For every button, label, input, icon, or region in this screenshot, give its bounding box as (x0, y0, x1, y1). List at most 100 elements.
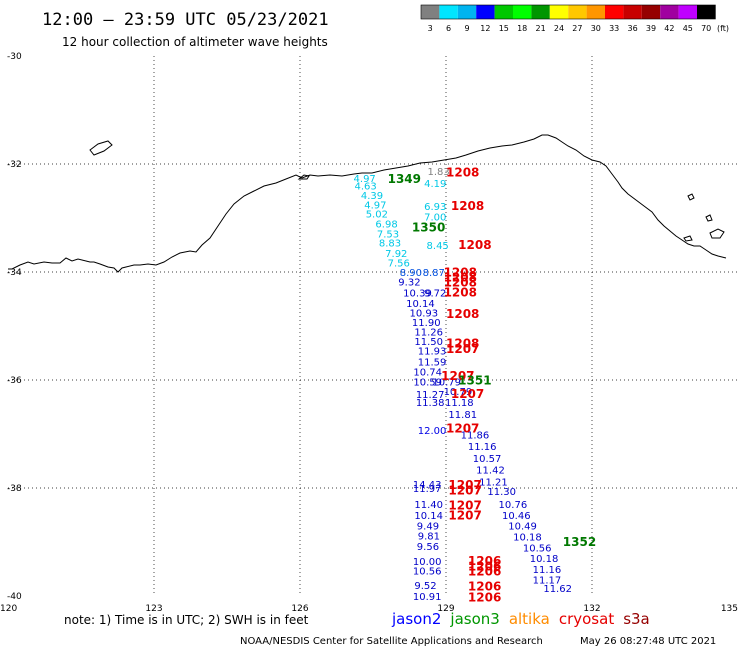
legend-swatch (586, 5, 605, 19)
observation-time: 1207 (448, 483, 481, 497)
satellite-name: cryosat (559, 610, 614, 628)
wave-height-value: 10.91 (413, 592, 442, 603)
observation-time: 1207 (448, 508, 481, 522)
observation-time: 1208 (451, 199, 484, 213)
legend-swatch (678, 5, 697, 19)
wave-height-value: 8.45 (427, 241, 449, 252)
wave-height-value: 4.39 (361, 191, 383, 202)
wave-height-value: 8.90 (400, 268, 422, 279)
map-title: 12:00 – 23:59 UTC 05/23/2021 (42, 10, 329, 30)
lon-tick-label: 129 (437, 604, 454, 614)
observation-time: 1207 (446, 421, 479, 435)
legend-swatch (568, 5, 587, 19)
observation-time: 1208 (458, 238, 491, 252)
legend-value: 36 (628, 24, 638, 33)
legend-value: 42 (664, 24, 674, 33)
wave-height-value: 11.40 (414, 500, 443, 511)
wave-height-value: 11.18 (445, 398, 474, 409)
observation-time: 1208 (446, 337, 479, 351)
wave-height-value: 10.14 (406, 299, 435, 310)
observation-time: 1349 (388, 172, 421, 186)
legend-swatch (421, 5, 440, 19)
satellite-name: jason2 (391, 610, 441, 628)
wave-height-value: 8.87 (423, 268, 445, 279)
lat-tick-label: -32 (7, 160, 22, 170)
legend-swatch (476, 5, 495, 19)
observation-time: 1352 (563, 535, 596, 549)
wave-height-value: 10.57 (473, 454, 502, 465)
legend-value: 3 (428, 24, 433, 33)
wave-height-value: 10.59 (413, 377, 442, 388)
coastline (8, 134, 727, 273)
wave-height-observations: 4.974.634.394.975.026.987.538.837.927.56… (354, 167, 572, 603)
observation-time: 1206 (468, 590, 501, 604)
wave-height-value: 10.79 (444, 387, 473, 398)
observation-time-labels: 1349 120812081350120812081208120812081208… (388, 165, 597, 604)
observation-time: 1207 (448, 478, 481, 492)
wave-height-value: 7.56 (388, 259, 410, 270)
wave-height-value: 10.79 (432, 377, 461, 388)
legend-value: 15 (499, 24, 509, 33)
observation-time: 1206 (468, 580, 501, 594)
lat-tick-label: -40 (7, 592, 22, 602)
wave-height-value: 6.93 (424, 202, 446, 213)
wave-height-value: 11.42 (476, 465, 505, 476)
legend-value: 70 (701, 24, 711, 33)
satellite-name: jason3 (449, 610, 499, 628)
legend-value: 18 (517, 24, 527, 33)
wave-height-value: 10.76 (499, 500, 528, 511)
legend-value: 27 (572, 24, 582, 33)
wave-height-value: 11.16 (468, 442, 497, 453)
wave-height-value: 10.93 (410, 308, 439, 319)
satellite-name: altika (509, 610, 550, 628)
wave-height-color-legend: 3 6 9 12 15 18 21 24 27 30 33 36 39 42 45 70 (420, 4, 716, 33)
legend-swatch (494, 5, 513, 19)
wave-height-value: 10.18 (513, 532, 542, 543)
legend-value: 45 (683, 24, 693, 33)
wave-height-value: 4.19 (424, 179, 446, 190)
legend-swatch (549, 5, 569, 19)
observation-time: 1206 (468, 560, 501, 574)
lat-lon-grid: -30 -32 -34 -36 -38 -40 120 123 126 129 132 135 (0, 52, 738, 614)
wave-height-value: 11.62 (543, 584, 572, 595)
footer-note: note: 1) Time is in UTC; 2) SWH is in fe… (64, 613, 309, 627)
wave-height-value: 11.21 (479, 477, 508, 488)
legend-value: 33 (609, 24, 619, 33)
wave-height-value: 10.74 (413, 368, 442, 379)
footer-credit: NOAA/NESDIS Center for Satellite Applica… (240, 636, 543, 647)
wave-height-value: 10.18 (530, 554, 559, 565)
wave-height-value: 11.97 (413, 484, 442, 495)
legend-value: 21 (536, 24, 546, 33)
lon-tick-label: 120 (0, 604, 17, 614)
wave-height-value: 14.43 (413, 480, 442, 491)
wave-height-value: 4.97 (364, 200, 386, 211)
lon-tick-label: 123 (145, 604, 162, 614)
wave-height-value: 11.90 (412, 318, 441, 329)
wave-height-value: 11.38 (416, 398, 445, 409)
legend-value: 9 (464, 24, 469, 33)
observation-time: 1206 (468, 564, 501, 578)
lat-tick-label: -38 (7, 484, 22, 494)
legend-frame (420, 4, 716, 20)
wave-height-value: 9.52 (414, 581, 436, 592)
observation-time: 1208 (446, 165, 479, 179)
wave-height-value: 11.81 (448, 410, 477, 421)
legend-swatch (641, 5, 661, 19)
legend-value: 30 (591, 24, 601, 33)
observation-time: 1208 (444, 285, 477, 299)
satellite-legend: jason2 jason3 altika cryosat s3a (391, 610, 650, 628)
wave-height-value: 4.63 (355, 181, 377, 192)
wave-height-value: 11.93 (418, 347, 447, 358)
wave-height-value: 9.72 (424, 288, 446, 299)
legend-unit: (ft) (717, 24, 729, 33)
map-subtitle: 12 hour collection of altimeter wave hei… (62, 35, 328, 49)
wave-height-value: 11.17 (533, 576, 562, 587)
observation-time: 1207 (448, 499, 481, 513)
legend-swatch (697, 5, 716, 19)
wave-height-value: 7.53 (377, 229, 399, 240)
lat-tick-label: -30 (7, 52, 22, 62)
wave-height-value: 9.81 (418, 531, 440, 542)
observation-time: 1208 (446, 307, 479, 321)
